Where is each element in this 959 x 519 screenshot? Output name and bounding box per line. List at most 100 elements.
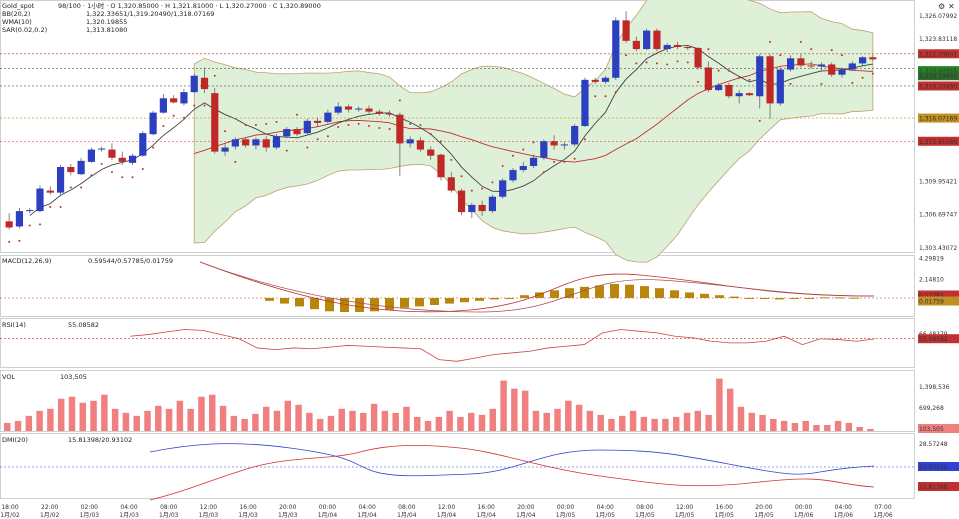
candle: [601, 75, 610, 84]
volume-bar: [122, 412, 130, 431]
sar-dot: [429, 133, 432, 136]
sar-dot: [799, 40, 802, 43]
sar-dot: [141, 168, 144, 171]
price-panel[interactable]: [0, 0, 914, 263]
time-tick: 22:00: [41, 504, 58, 511]
settings-icon[interactable]: ⚙: [938, 2, 945, 11]
macd-bar: [295, 298, 304, 307]
dmi-values: 15.81398/20.93102: [68, 436, 132, 444]
sar-dot: [172, 114, 175, 117]
date-tick: 1月/05: [675, 512, 695, 519]
dmi-tick: 28.57248: [919, 441, 948, 448]
rsi-badge: [918, 334, 959, 344]
time-tick: 16:00: [716, 504, 733, 511]
sar-dot: [275, 120, 278, 123]
candle: [170, 95, 178, 104]
volume-bar: [619, 415, 626, 431]
candle-body: [159, 98, 167, 113]
vol-tick: 699,268: [919, 405, 944, 412]
candle-body: [776, 69, 784, 104]
price-tick: 1,320.19855: [919, 73, 957, 80]
time-tick: 04:00: [835, 504, 852, 511]
candle-body: [725, 84, 733, 97]
candle: [15, 208, 24, 229]
candle: [663, 42, 671, 53]
candle-body: [139, 133, 147, 156]
candle: [622, 11, 630, 43]
sar-dot: [594, 95, 597, 98]
sar-dot: [481, 187, 484, 190]
candle: [67, 163, 75, 176]
sar-dot: [100, 162, 103, 165]
date-tick: 1月/05: [595, 512, 615, 519]
dmi-panel[interactable]: 28.57248 20.93102 15.81398: [0, 441, 959, 501]
candle-body: [5, 221, 13, 228]
sar-dot: [707, 48, 710, 51]
panel-legends: MACD(12,26,9) 0.59544/0.57785/0.01759 RS…: [2, 257, 173, 444]
candle: [468, 202, 476, 219]
candle: [293, 127, 301, 137]
volume-bar: [176, 400, 184, 431]
sar-dot: [316, 138, 319, 141]
candle: [385, 110, 394, 117]
macd-bar: [685, 292, 694, 298]
volume-bar: [360, 412, 367, 431]
candle-body: [170, 98, 178, 103]
volume-bar: [381, 410, 389, 431]
date-tick: 1月/04: [357, 512, 377, 519]
candle: [797, 54, 805, 68]
volume-bar: [284, 400, 292, 431]
macd-label: MACD(12,26,9): [2, 257, 51, 265]
candle-body: [622, 20, 630, 41]
candle-body: [46, 190, 54, 193]
macd-bar: [385, 298, 394, 310]
candle-body: [858, 57, 867, 64]
candle: [519, 161, 527, 173]
candle-body: [797, 58, 805, 66]
rsi-panel[interactable]: 66.4837955.08582: [0, 329, 959, 362]
macd-bar: [355, 298, 364, 312]
date-tick: 1月/03: [119, 512, 139, 519]
volume-bar: [295, 404, 302, 431]
time-tick: 04:00: [358, 504, 375, 511]
price-badge: [918, 136, 959, 146]
volume-bar: [446, 410, 453, 431]
candle-body: [385, 113, 394, 115]
candle: [231, 137, 239, 150]
sar-dot: [604, 95, 607, 98]
candle-body: [108, 149, 116, 158]
candle-body: [375, 111, 383, 114]
panel-controls[interactable]: ⚙ ✕: [938, 2, 955, 11]
time-tick: 02:00: [81, 504, 98, 511]
volume-bar: [521, 390, 529, 431]
symbol-label: Gold_spot: [2, 2, 35, 10]
price-badge: [918, 66, 959, 76]
volume-bar: [608, 418, 615, 431]
time-tick: 20:00: [517, 504, 534, 511]
candle-body: [118, 157, 126, 162]
sar-dot: [121, 176, 124, 179]
candle-body: [344, 106, 353, 110]
close-icon[interactable]: ✕: [948, 2, 955, 11]
sar-dot: [69, 186, 72, 189]
volume-bar: [90, 400, 97, 431]
candle: [571, 123, 579, 147]
volume-bar: [845, 422, 853, 431]
sar-dot: [110, 171, 113, 174]
rsi-label: RSI(14): [2, 321, 26, 329]
candle: [365, 105, 373, 114]
volume-bar: [813, 424, 820, 431]
sar-dot: [398, 99, 401, 102]
candle: [344, 104, 353, 113]
time-tick: 18:00: [1, 504, 18, 511]
candle: [406, 136, 414, 148]
sar-dot: [573, 157, 576, 160]
volume-bar: [111, 408, 119, 431]
volume-panel[interactable]: 1,398,536 699,268 103,505: [4, 378, 959, 433]
rsi-values: 55.08582: [68, 321, 99, 329]
volume-bar: [327, 415, 335, 431]
sar-dot: [18, 239, 21, 242]
date-tick: 1月/03: [238, 512, 258, 519]
